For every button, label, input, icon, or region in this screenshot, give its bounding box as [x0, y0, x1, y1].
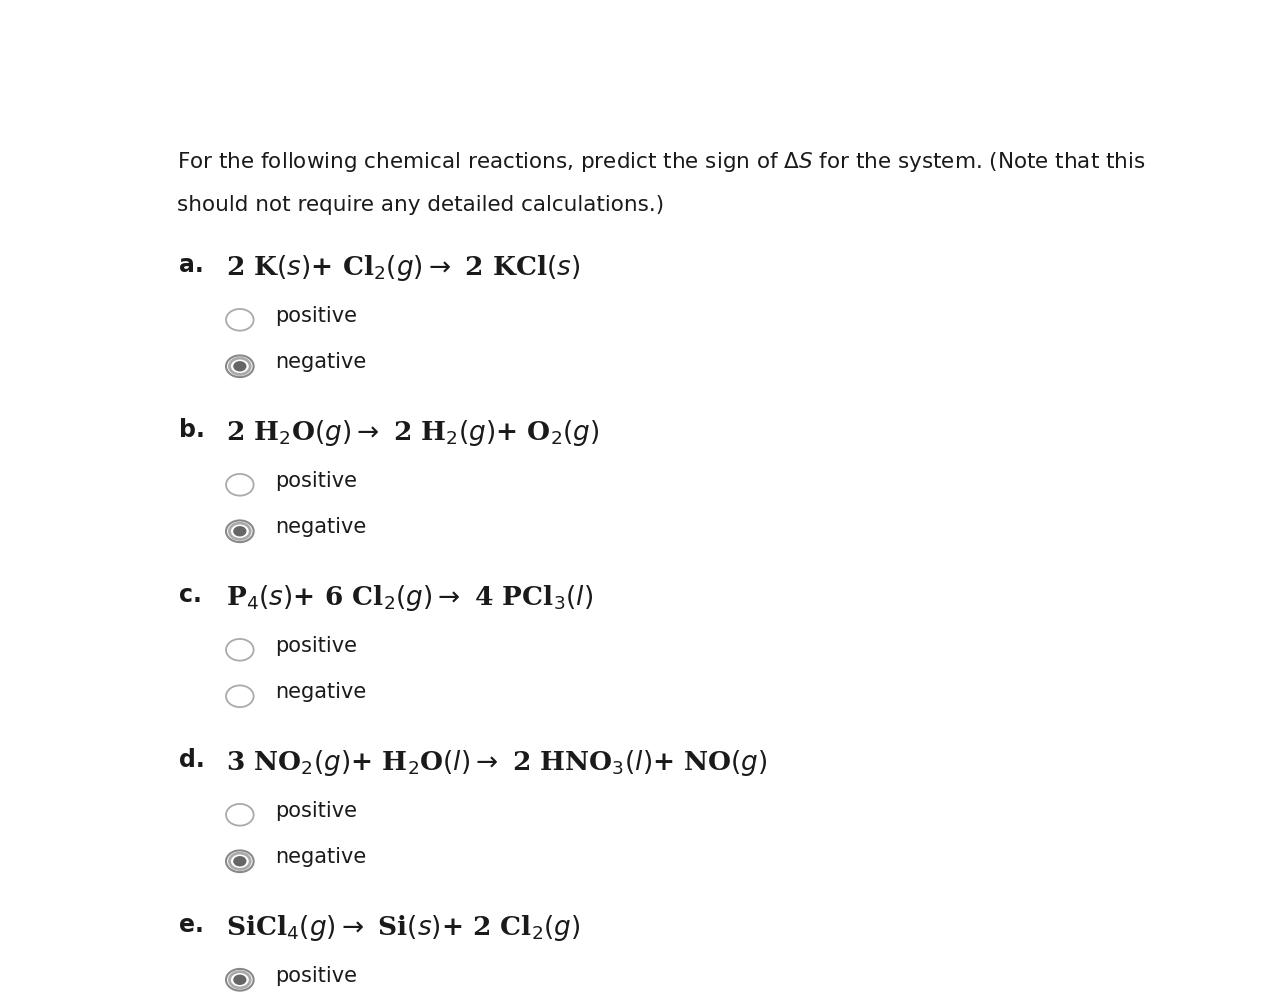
Text: negative: negative: [275, 682, 366, 702]
Text: negative: negative: [275, 352, 366, 372]
Text: 2 K$(s)$+ Cl$_2(g)\rightarrow$ 2 KCl$(s)$: 2 K$(s)$+ Cl$_2(g)\rightarrow$ 2 KCl$(s)…: [226, 254, 580, 283]
Text: positive: positive: [275, 966, 357, 986]
Text: negative: negative: [275, 517, 366, 537]
Text: SiCl$_4(g)\rightarrow$ Si$(s)$+ 2 Cl$_2(g)$: SiCl$_4(g)\rightarrow$ Si$(s)$+ 2 Cl$_2(…: [226, 913, 581, 944]
Text: 3 NO$_2(g)$+ H$_2$O$(l)\rightarrow$ 2 HNO$_3(l)$+ NO$(g)$: 3 NO$_2(g)$+ H$_2$O$(l)\rightarrow$ 2 HN…: [226, 748, 768, 779]
Text: d.: d.: [178, 748, 205, 773]
Text: b.: b.: [178, 418, 205, 443]
Text: 2 H$_2$O$(g)\rightarrow$ 2 H$_2(g)$+ O$_2(g)$: 2 H$_2$O$(g)\rightarrow$ 2 H$_2(g)$+ O$_…: [226, 418, 599, 449]
Text: positive: positive: [275, 636, 357, 656]
Text: For the following chemical reactions, predict the sign of $\Delta S$ for the sys: For the following chemical reactions, pr…: [177, 150, 1145, 174]
Text: positive: positive: [275, 801, 357, 821]
Text: P$_4(s)$+ 6 Cl$_2(g)\rightarrow$ 4 PCl$_3(l)$: P$_4(s)$+ 6 Cl$_2(g)\rightarrow$ 4 PCl$_…: [226, 583, 593, 614]
Text: positive: positive: [275, 306, 357, 326]
Circle shape: [233, 975, 247, 985]
Circle shape: [233, 526, 247, 536]
Text: should not require any detailed calculations.): should not require any detailed calculat…: [177, 195, 664, 215]
Text: a.: a.: [178, 254, 204, 278]
Text: negative: negative: [275, 847, 366, 867]
Text: e.: e.: [178, 913, 204, 938]
Circle shape: [233, 856, 247, 866]
Text: c.: c.: [178, 583, 201, 608]
Circle shape: [233, 361, 247, 371]
Text: positive: positive: [275, 471, 357, 491]
